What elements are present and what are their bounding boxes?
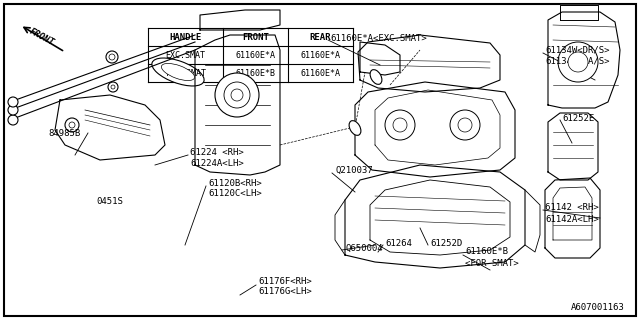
Text: EXC.SMAT: EXC.SMAT — [166, 51, 205, 60]
Text: 61160E*A: 61160E*A — [301, 51, 340, 60]
Text: 61176G<LH>: 61176G<LH> — [258, 287, 312, 297]
Polygon shape — [195, 35, 280, 175]
Text: 61176F<RH>: 61176F<RH> — [258, 277, 312, 286]
Circle shape — [106, 51, 118, 63]
Circle shape — [558, 42, 598, 82]
Circle shape — [231, 89, 243, 101]
Ellipse shape — [152, 58, 204, 86]
Polygon shape — [545, 178, 600, 258]
Text: 61142 <RH>: 61142 <RH> — [545, 204, 599, 212]
Text: 61252E: 61252E — [562, 114, 595, 123]
Polygon shape — [548, 12, 620, 108]
Polygon shape — [375, 90, 500, 165]
Text: FRONT: FRONT — [242, 33, 269, 42]
Polygon shape — [548, 113, 598, 180]
Circle shape — [215, 73, 259, 117]
Circle shape — [458, 118, 472, 132]
Circle shape — [8, 97, 18, 107]
Text: 61160E*A: 61160E*A — [301, 68, 340, 77]
Circle shape — [568, 52, 588, 72]
Text: 61134V<PA/S>: 61134V<PA/S> — [545, 57, 609, 66]
Text: 61224A<LH>: 61224A<LH> — [190, 158, 244, 167]
Circle shape — [109, 54, 115, 60]
Text: 61224 <RH>: 61224 <RH> — [190, 148, 244, 156]
Text: 0451S: 0451S — [96, 196, 123, 205]
Text: HANDLE: HANDLE — [170, 33, 202, 42]
Text: A607001163: A607001163 — [572, 303, 625, 312]
Polygon shape — [345, 165, 525, 268]
Polygon shape — [358, 35, 500, 92]
Text: 84985B: 84985B — [48, 129, 80, 138]
Text: Q650004: Q650004 — [345, 244, 383, 252]
Polygon shape — [200, 10, 280, 30]
Text: 61160E*A: 61160E*A — [236, 51, 275, 60]
Circle shape — [65, 118, 79, 132]
Ellipse shape — [349, 121, 361, 135]
Text: 61160E*A<EXC.SMAT>: 61160E*A<EXC.SMAT> — [330, 34, 427, 43]
Polygon shape — [560, 5, 598, 20]
Circle shape — [8, 115, 18, 125]
Circle shape — [69, 122, 75, 128]
Circle shape — [385, 110, 415, 140]
Polygon shape — [360, 42, 400, 75]
Text: 61120C<LH>: 61120C<LH> — [208, 189, 262, 198]
Text: REAR: REAR — [310, 33, 332, 42]
Text: <FOR SMAT>: <FOR SMAT> — [465, 259, 519, 268]
Text: 61160E*B: 61160E*B — [236, 68, 275, 77]
Text: 61120B<RH>: 61120B<RH> — [208, 179, 262, 188]
Polygon shape — [55, 95, 165, 160]
Text: FOR SMAT: FOR SMAT — [166, 68, 205, 77]
Circle shape — [224, 82, 250, 108]
Text: 61142A<LH>: 61142A<LH> — [545, 214, 599, 223]
Polygon shape — [355, 82, 515, 177]
Text: 61252D: 61252D — [430, 238, 462, 247]
Text: 61264: 61264 — [385, 238, 412, 247]
Circle shape — [108, 82, 118, 92]
Polygon shape — [370, 180, 510, 255]
Circle shape — [8, 105, 18, 115]
Circle shape — [111, 85, 115, 89]
Text: Q210037: Q210037 — [335, 165, 372, 174]
Text: FRONT: FRONT — [28, 27, 56, 47]
Circle shape — [393, 118, 407, 132]
Text: 61160E*B: 61160E*B — [465, 247, 508, 257]
Text: 61134W<DR/S>: 61134W<DR/S> — [545, 45, 609, 54]
Circle shape — [450, 110, 480, 140]
Ellipse shape — [370, 70, 382, 84]
Ellipse shape — [161, 63, 195, 81]
